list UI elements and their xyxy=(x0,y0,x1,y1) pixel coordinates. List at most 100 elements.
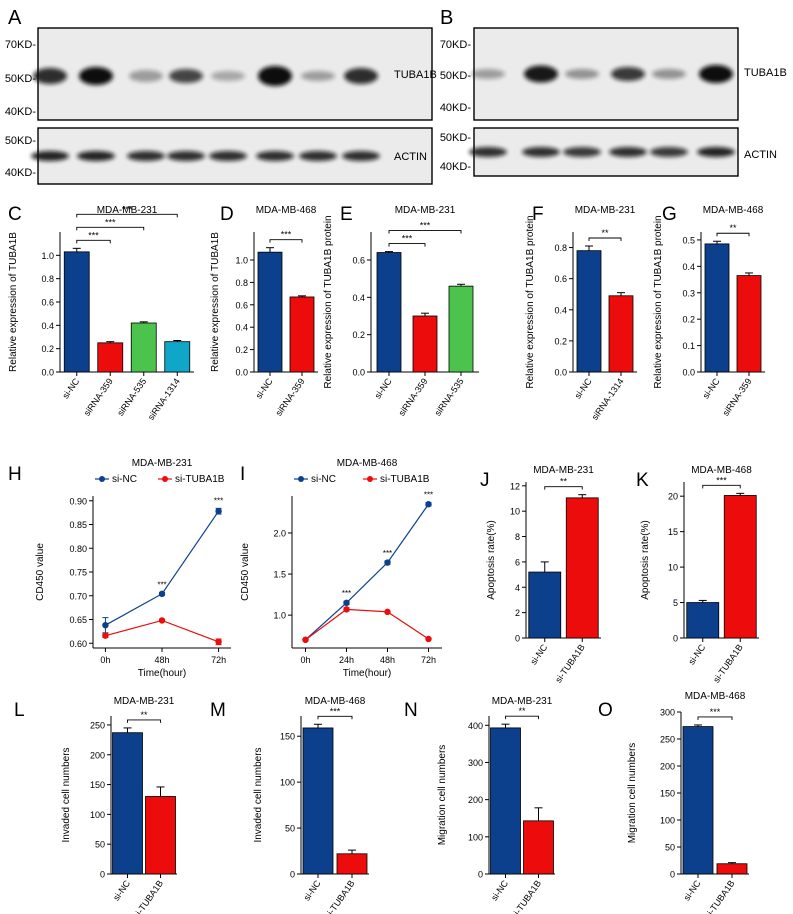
y-axis-label: Relative expression of TUBA1B xyxy=(210,232,221,372)
kd-marker: 70KD- xyxy=(440,39,472,51)
y-tick-label: 0.5 xyxy=(682,235,695,245)
significance-bracket xyxy=(76,226,145,231)
y-axis-label: Relative expression of TUBA1B protein xyxy=(653,215,664,388)
panel-letter: O xyxy=(598,700,613,721)
significance-label: *** xyxy=(420,221,431,231)
target-band xyxy=(33,68,67,84)
panel-j: J MDA-MB-231 0 2 4 6 8 10 12 Apoptosis rate(%) si-… xyxy=(480,465,601,685)
target-band xyxy=(79,67,113,85)
y-tick-label: 0.6 xyxy=(554,274,567,284)
kd-marker: 40KD- xyxy=(440,161,472,173)
loading-band xyxy=(342,151,380,161)
loading-band xyxy=(127,151,165,161)
y-tick-label: 15 xyxy=(668,527,678,537)
y-tick-label: 0.4 xyxy=(352,293,365,303)
x-tick-label: 72h xyxy=(211,655,226,665)
x-axis-label: Time(hour) xyxy=(138,668,187,679)
x-tick-label: si-NC xyxy=(302,878,323,903)
kd-marker: 50KD- xyxy=(440,132,472,144)
target-band xyxy=(524,65,558,83)
y-tick-label: 8 xyxy=(515,532,520,542)
significance-label: ** xyxy=(729,223,737,233)
y-tick-label: 0.2 xyxy=(682,315,695,325)
target-band xyxy=(471,69,505,79)
significance-label: *** xyxy=(157,580,166,589)
bar-si-nc xyxy=(257,251,283,373)
x-tick-label: 0h xyxy=(100,655,110,665)
y-tick-label: 0.2 xyxy=(554,336,567,346)
y-tick-label: 0.6 xyxy=(235,300,248,310)
y-tick-label: 0.0 xyxy=(41,368,54,378)
y-tick-label: 4 xyxy=(515,583,520,593)
x-tick-label: si-NC xyxy=(111,878,132,903)
target-protein-label: TUBA1B xyxy=(394,69,437,81)
panel-letter: L xyxy=(14,700,25,721)
y-axis-label: Relative expression of TUBA1B protein xyxy=(323,215,334,388)
loading-band xyxy=(256,151,294,161)
x-tick-label: siRNA-359 xyxy=(273,376,306,417)
target-band xyxy=(211,71,245,81)
bar-sirna-359 xyxy=(736,275,762,373)
chart-title: MDA-MB-231 xyxy=(132,458,193,469)
legend-swatch-dot xyxy=(367,476,373,482)
bar-si-tuba1b xyxy=(716,863,748,875)
kd-marker: 70KD- xyxy=(5,39,37,51)
y-tick-label: 100 xyxy=(660,816,675,826)
loading-band xyxy=(167,151,205,161)
y-tick-label: 0 xyxy=(290,870,295,880)
panel-letter: F xyxy=(532,204,544,225)
bar-si-nc xyxy=(682,726,714,875)
x-tick-label: si-NC xyxy=(573,376,594,401)
y-tick-label: 1.0 xyxy=(235,256,248,266)
loading-band xyxy=(31,151,69,161)
chart-title: MDA-MB-468 xyxy=(337,458,398,469)
y-tick-label: 0.85 xyxy=(69,520,87,530)
x-tick-label: si-NC xyxy=(60,376,81,401)
chart-title: MDA-MB-231 xyxy=(114,696,175,707)
bar-si-nc xyxy=(528,571,562,639)
bar-sirna-535 xyxy=(130,322,157,373)
panel-c: C MDA-MB-231 0.0 0.2 0.4 0.6 0.8 1.0 Relative ex… xyxy=(8,204,194,422)
series-line-si-tuba1b xyxy=(105,619,219,643)
target-band xyxy=(301,71,335,81)
chart-title: MDA-MB-468 xyxy=(703,205,764,216)
kd-marker: 50KD- xyxy=(5,73,37,85)
kd-marker: 40KD- xyxy=(5,167,37,179)
y-tick-label: 200 xyxy=(90,750,105,760)
panel-k: K MDA-MB-468 0 5 10 15 20 Apoptosis rate(%) si-N… xyxy=(636,465,759,685)
series-line-si-nc xyxy=(105,510,220,626)
target-band xyxy=(611,67,645,81)
significance-bracket xyxy=(588,237,622,241)
y-tick-label: 0.2 xyxy=(235,345,248,355)
panel-letter: E xyxy=(340,204,353,225)
x-tick-label: si-NC xyxy=(682,878,703,903)
blot-panel-a: AP1C1P2C2P3C3P4C470KD-50KD-40KD-50KD-40K… xyxy=(5,7,437,185)
significance-bracket xyxy=(388,243,426,247)
x-tick-label: 72h xyxy=(421,655,436,665)
kd-marker: 40KD- xyxy=(5,106,37,118)
loading-band xyxy=(469,147,507,157)
y-tick-label: 0.8 xyxy=(554,243,567,253)
y-tick-label: 0.0 xyxy=(682,368,695,378)
series-line-si-nc xyxy=(305,503,429,641)
y-tick-label: 0.1 xyxy=(682,341,695,351)
chart-title: MDA-MB-468 xyxy=(305,696,366,707)
bar-si-nc xyxy=(686,602,720,639)
data-point xyxy=(102,622,109,629)
chart-title: MDA-MB-468 xyxy=(691,465,752,476)
data-point xyxy=(102,632,109,639)
data-point xyxy=(158,590,166,598)
y-tick-label: 0.6 xyxy=(352,256,365,266)
y-axis-label: CD450 value xyxy=(240,543,251,601)
y-axis-label: CD450 value xyxy=(35,543,46,601)
y-tick-label: 50 xyxy=(95,840,105,850)
x-tick-label: siRNA-359 xyxy=(720,376,753,417)
data-point xyxy=(384,608,391,616)
data-point xyxy=(215,508,222,515)
panel-m: M MDA-MB-468 0 50 100 150 Invaded cell numbers… xyxy=(210,696,369,914)
y-tick-label: 0.65 xyxy=(69,615,87,625)
kd-marker: 40KD- xyxy=(440,102,472,114)
target-blot-frame xyxy=(473,27,739,121)
x-tick-label: 24h xyxy=(339,655,354,665)
y-tick-label: 250 xyxy=(90,720,105,730)
